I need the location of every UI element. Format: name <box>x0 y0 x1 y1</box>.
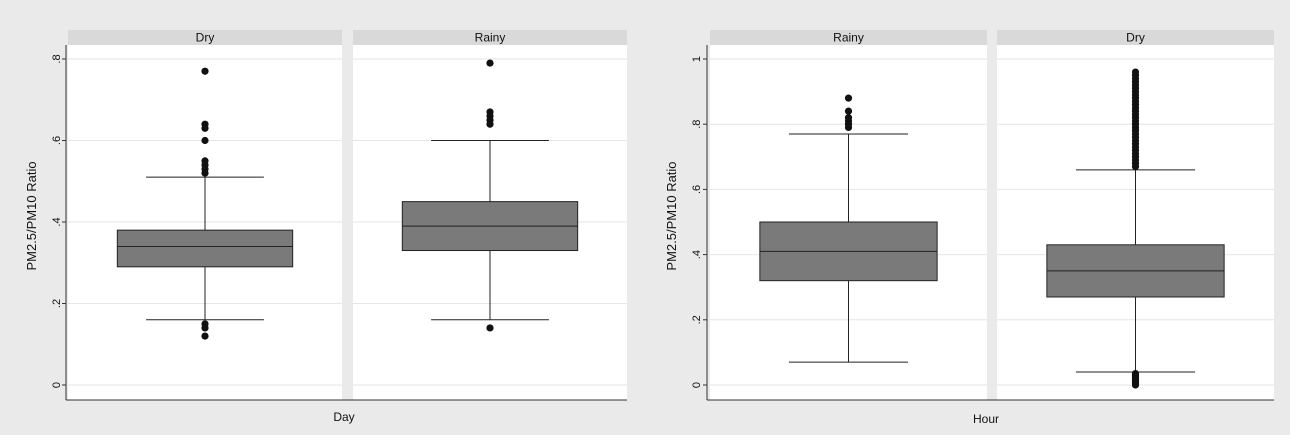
outlier-point <box>844 94 853 102</box>
y-tick-label: 1 <box>691 56 703 62</box>
box-iqr <box>116 229 294 268</box>
chart-2: Rainy Dry 0 .2 .4 .6 .8 1 PM2.5/PM10 Ratio Hour <box>664 30 1274 426</box>
panel-title: Rainy <box>833 31 864 45</box>
y-tick-label: 0 <box>691 382 703 388</box>
panel-title: Rainy <box>475 31 506 45</box>
chart-1: Dry Rainy 0 .2 .4 .6 .8 PM2.5/PM10 Ratio Day <box>24 30 627 424</box>
outlier-point <box>201 169 209 177</box>
outlier-point <box>1131 381 1140 389</box>
x-axis-label: Hour <box>973 412 999 426</box>
panel-dry: Dry <box>997 30 1274 400</box>
panel-title: Dry <box>196 31 215 45</box>
y-tick-label: .8 <box>691 120 703 129</box>
outlier-point <box>844 107 853 115</box>
y-tick-label: .6 <box>51 136 63 145</box>
x-axis-label: Day <box>333 410 354 424</box>
outlier-point <box>1131 162 1140 171</box>
panel-strip <box>997 30 1274 45</box>
y-axis-label: PM2.5/PM10 Ratio <box>24 161 39 270</box>
y-tick-label: .6 <box>691 185 703 194</box>
outlier-point <box>201 332 209 340</box>
outlier-point <box>201 324 209 332</box>
y-tick-label: .8 <box>51 54 63 63</box>
panel-rainy: Rainy <box>710 30 987 400</box>
outlier-point <box>486 324 494 332</box>
panel-strip <box>353 30 627 45</box>
panel-strip <box>710 30 987 45</box>
outlier-point <box>201 136 209 145</box>
y-tick-label: .2 <box>691 315 703 324</box>
panel-title: Dry <box>1126 31 1145 45</box>
panel-strip <box>68 30 342 45</box>
panel-dry: Dry <box>68 30 342 400</box>
outlier-point <box>201 67 209 75</box>
y-tick-label: 0 <box>51 382 63 388</box>
y-tick-label: .4 <box>691 250 703 259</box>
outlier-point <box>201 124 209 132</box>
y-tick-label: .4 <box>51 217 63 226</box>
outlier-point <box>486 120 494 128</box>
y-tick-label: .2 <box>51 299 63 308</box>
outlier-point <box>844 123 853 132</box>
outlier-point <box>486 59 494 67</box>
panel-rainy: Rainy <box>353 30 627 400</box>
y-axis-label: PM2.5/PM10 Ratio <box>664 161 679 270</box>
